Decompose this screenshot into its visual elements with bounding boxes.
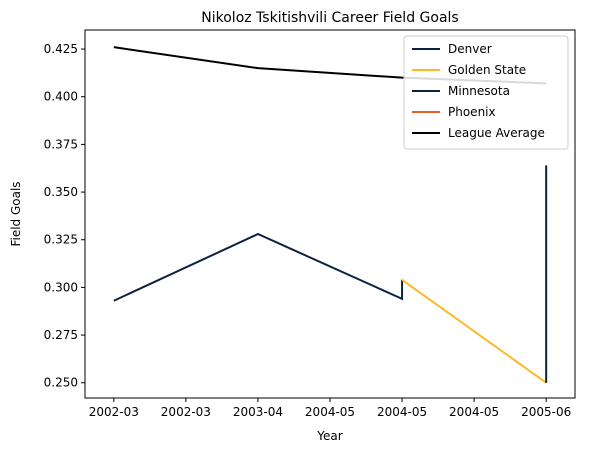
y-tick-label: 0.300 [44, 280, 78, 294]
chart-title: Nikoloz Tskitishvili Career Field Goals [201, 10, 458, 26]
legend-item-league-average: League Average [412, 126, 545, 140]
legend-item-minnesota: Minnesota [412, 84, 510, 98]
x-tick-label: 2005-06 [521, 405, 571, 419]
legend-item-denver: Denver [412, 42, 492, 56]
y-tick-label: 0.325 [44, 233, 78, 247]
y-tick-label: 0.350 [44, 185, 78, 199]
x-tick-label: 2004-05 [377, 405, 427, 419]
legend-label: League Average [448, 126, 545, 140]
y-axis: 0.250 0.275 0.300 0.325 0.350 0.375 0.400 0.425 [44, 42, 85, 390]
y-tick-label: 0.425 [44, 42, 78, 56]
x-tick-label: 2002-03 [161, 405, 211, 419]
x-axis: 2002-03 2002-03 2003-04 2004-05 2004-05 2004-… [89, 398, 571, 419]
legend-label: Denver [448, 42, 492, 56]
legend-label: Minnesota [448, 84, 510, 98]
y-tick-label: 0.400 [44, 90, 78, 104]
series-line-denver [113, 232, 404, 302]
series-line-golden-state [401, 278, 547, 384]
x-tick-label: 2004-05 [449, 405, 499, 419]
x-tick-label: 2004-05 [305, 405, 355, 419]
y-tick-label: 0.375 [44, 137, 78, 151]
legend-box [403, 35, 569, 150]
y-tick-label: 0.275 [44, 328, 78, 342]
x-tick-label: 2002-03 [89, 405, 139, 419]
x-axis-label: Year [316, 429, 342, 443]
y-axis-label: Field Goals [9, 181, 23, 246]
x-tick-label: 2003-04 [233, 405, 283, 419]
y-tick-label: 0.250 [44, 376, 78, 390]
legend-label: Phoenix [448, 105, 496, 119]
legend-item-phoenix: Phoenix [412, 105, 496, 119]
legend-item-golden-state: Golden State [412, 63, 526, 77]
legend: Denver Golden State Minnesota Phoenix League… [403, 35, 569, 150]
legend-label: Golden State [448, 63, 526, 77]
